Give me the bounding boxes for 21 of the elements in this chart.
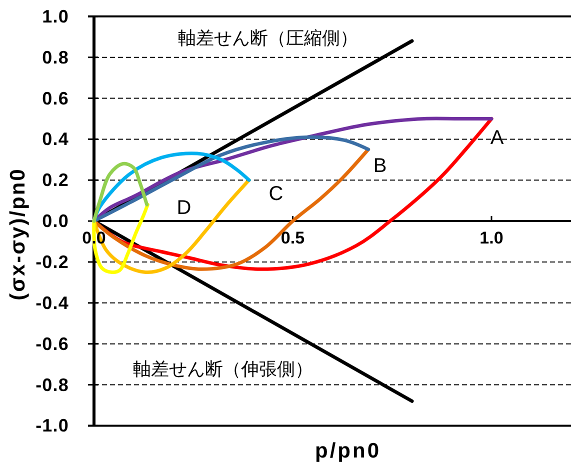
y-tick-label: -0.8 xyxy=(36,374,69,395)
annotation: B xyxy=(373,155,387,177)
annotation: D xyxy=(176,197,192,219)
y-tick-label: 0.6 xyxy=(42,88,69,108)
y-tick-label: -1.0 xyxy=(36,416,69,436)
y-tick-label: -0.4 xyxy=(36,292,69,313)
y-axis-title: (σx-σy)/pn0 xyxy=(6,168,30,300)
x-axis-title: p/pn0 xyxy=(315,440,381,462)
y-tick-label: 0.2 xyxy=(42,170,69,190)
y-tick-label: 0.0 xyxy=(42,211,69,232)
y-tick-label: 0.4 xyxy=(42,129,69,150)
y-tick-label: 1.0 xyxy=(42,6,69,26)
annotation: 軸差せん断（伸張側） xyxy=(133,359,313,379)
y-tick-label: -0.6 xyxy=(36,334,69,354)
x-tick-label: 0.5 xyxy=(280,228,305,248)
annotation: 軸差せん断（圧縮側） xyxy=(178,28,358,48)
y-tick-label: 0.8 xyxy=(42,47,69,68)
annotation: A xyxy=(490,127,504,149)
x-tick-label: 1.0 xyxy=(480,228,504,248)
y-tick-label: -0.2 xyxy=(36,252,69,272)
annotation: C xyxy=(268,183,284,205)
